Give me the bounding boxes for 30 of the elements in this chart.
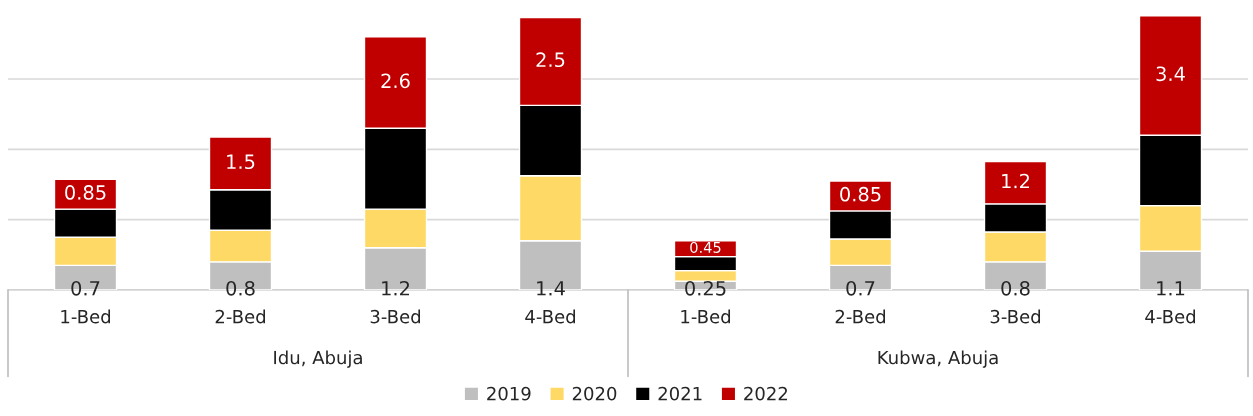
data-label: 0.7 bbox=[846, 280, 875, 296]
x-tick-label: 3-Bed bbox=[370, 309, 421, 324]
x-tick-label: 2-Bed bbox=[835, 309, 886, 324]
data-label: 1.1 bbox=[1157, 281, 1185, 296]
data-label: 2.6 bbox=[381, 73, 410, 89]
text: Idu, Abuja bbox=[274, 350, 362, 368]
text: Kubwa, Abuja bbox=[878, 350, 998, 368]
legend-label: 2020 bbox=[572, 386, 617, 401]
data-label: 0.8 bbox=[226, 280, 255, 296]
x-tick-label: 1-Bed bbox=[681, 309, 731, 324]
data-label: 1.2 bbox=[382, 280, 410, 296]
x-tick-label: 2-Bed bbox=[215, 309, 266, 324]
data-label: 0.8 bbox=[1001, 280, 1030, 296]
legend-label: 2022 bbox=[744, 386, 788, 401]
data-label: 1.5 bbox=[227, 154, 255, 170]
data-label: 3.4 bbox=[1156, 66, 1185, 82]
x-tick-label: 4-Bed bbox=[1145, 309, 1196, 324]
x-tick-label: 4-Bed bbox=[525, 309, 576, 324]
data-label: 0.85 bbox=[65, 185, 106, 200]
data-label: 2.5 bbox=[536, 52, 565, 68]
legend-label: 2019 bbox=[487, 386, 531, 401]
data-label: 0.7 bbox=[71, 280, 100, 296]
legend-label: 2021 bbox=[658, 386, 702, 401]
x-tick-label: 3-Bed bbox=[990, 309, 1041, 324]
data-label: 0.25 bbox=[685, 280, 726, 296]
data-label: 1.4 bbox=[537, 281, 565, 296]
data-label: 0.45 bbox=[690, 241, 721, 253]
data-label: 0.85 bbox=[840, 186, 881, 202]
x-tick-label: 1-Bed bbox=[61, 309, 111, 324]
data-label: 1.2 bbox=[1002, 173, 1030, 189]
